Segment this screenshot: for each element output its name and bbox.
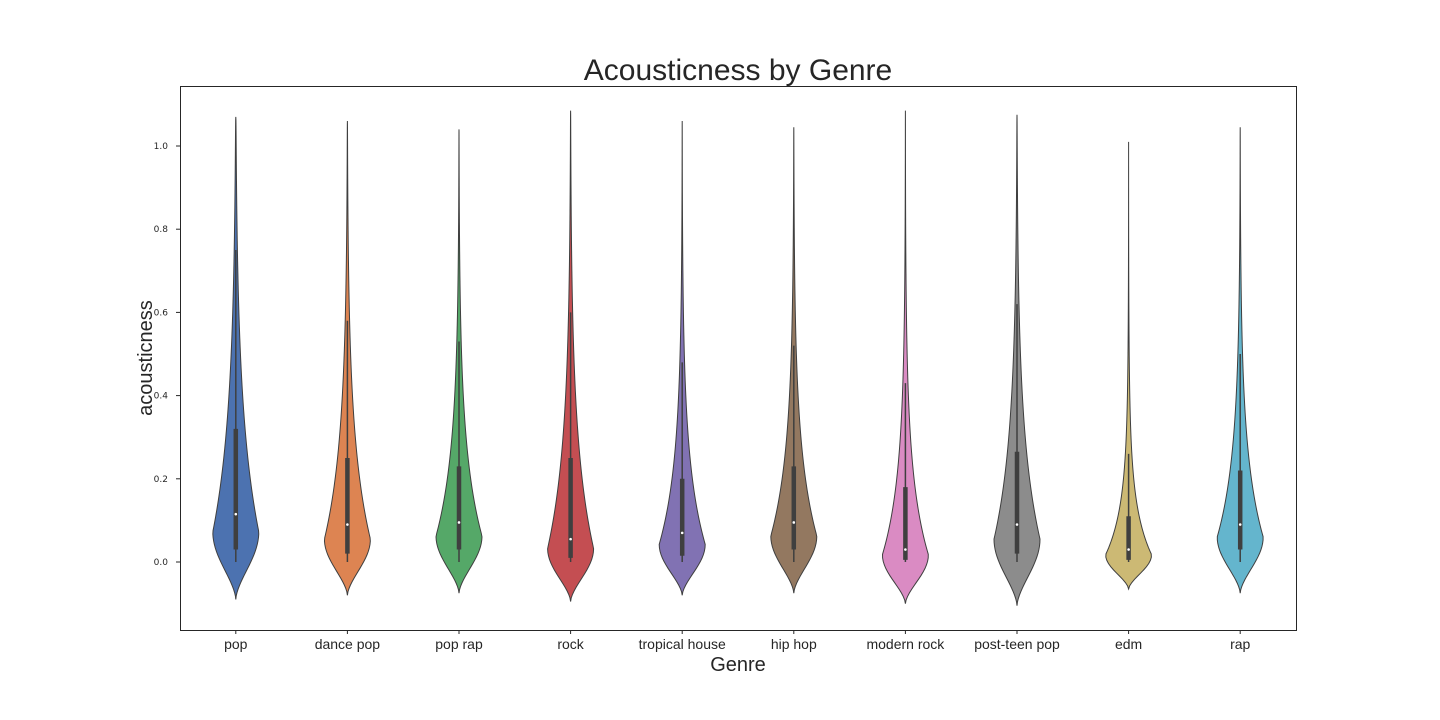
x-axis-ticks: pop dance pop pop rap rock tropical house hip… (224, 630, 1251, 652)
violin-body (882, 110, 929, 604)
violin-median (792, 521, 796, 524)
y-tick-label: 0.2 (154, 475, 168, 485)
plot-frame (180, 86, 1297, 631)
x-tick-label: rap (1230, 636, 1250, 652)
y-axis-label: acousticness (135, 300, 157, 416)
violin-median (680, 531, 684, 535)
y-tick-label: 0.0 (154, 558, 169, 568)
violin-group (212, 110, 1264, 606)
x-tick-label: rock (557, 636, 584, 652)
violin-median (234, 512, 238, 516)
x-axis-label: Genre (710, 654, 766, 676)
x-tick-label: post-teen pop (974, 636, 1060, 652)
x-tick-label: pop rap (435, 636, 483, 652)
violin-median (904, 548, 907, 551)
violin-median (569, 537, 572, 541)
y-tick-label: 1.0 (154, 142, 169, 152)
x-tick-label: hip hop (771, 636, 817, 652)
violin-median (1127, 548, 1130, 551)
violin-body (1105, 141, 1152, 591)
x-tick-label: modern rock (866, 636, 945, 652)
violin-median (1238, 523, 1242, 526)
x-tick-label: pop (224, 636, 248, 652)
y-tick-label: 0.6 (154, 308, 169, 318)
violin-median (1015, 523, 1019, 526)
x-tick-label: tropical house (639, 636, 726, 652)
y-tick-label: 0.4 (154, 392, 169, 402)
y-axis-ticks: 0.0 0.2 0.4 0.6 0.8 1.0 (154, 142, 180, 568)
x-tick-label: edm (1115, 636, 1142, 652)
y-tick-label: 0.8 (154, 225, 169, 235)
violin-median (346, 523, 349, 526)
chart-title: Acousticness by Genre (584, 54, 892, 87)
x-tick-label: dance pop (315, 636, 381, 652)
violin-body (658, 121, 706, 596)
violin-median (457, 521, 461, 524)
